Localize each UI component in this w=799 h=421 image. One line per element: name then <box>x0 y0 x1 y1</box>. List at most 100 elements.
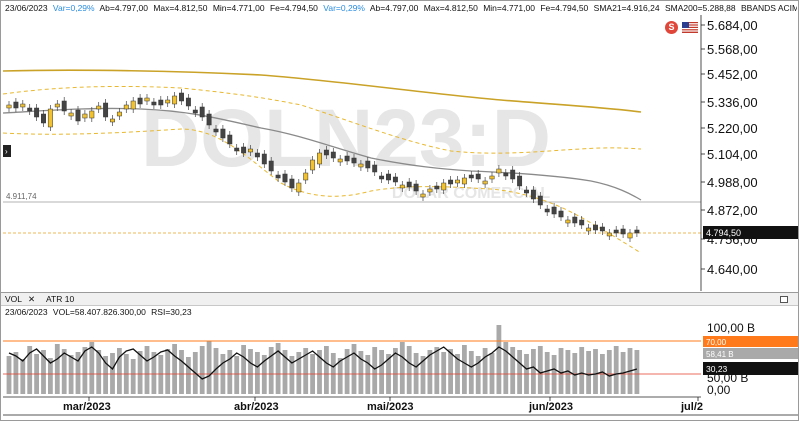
sma21-line <box>2 107 642 201</box>
quote-info-bar: 23/06/2023 Var=0,29% Ab=4.797,00 Max=4.8… <box>5 3 797 15</box>
info-date: 23/06/2023 <box>5 3 48 13</box>
volume-bar <box>586 351 591 394</box>
candle-body <box>220 128 226 139</box>
candle-body <box>475 173 481 180</box>
scroll-left-handle[interactable] <box>3 145 11 157</box>
volume-bar <box>579 347 585 394</box>
candle-body <box>365 160 371 169</box>
candle-body <box>572 216 578 224</box>
volume-bar <box>296 352 302 394</box>
volume-bar <box>213 348 219 394</box>
candle-body <box>399 184 405 189</box>
candles <box>6 89 640 242</box>
candle-body <box>254 152 260 158</box>
volume-bar <box>117 348 122 394</box>
volume-bar <box>275 343 281 394</box>
candle-body <box>413 183 419 192</box>
candle-body <box>330 151 336 159</box>
symbol-icons: S <box>665 20 705 36</box>
candle-body <box>34 107 40 118</box>
candle-body <box>530 189 536 200</box>
volume-bar <box>282 350 288 394</box>
candle-body <box>468 174 474 179</box>
s-badge-icon[interactable]: S <box>665 21 678 34</box>
sma200-path <box>2 69 642 113</box>
candle-body <box>323 149 329 156</box>
volume-bar <box>186 357 191 394</box>
volume-bar <box>593 349 598 394</box>
candle-body <box>61 100 67 112</box>
candle-body <box>248 148 253 153</box>
volume-bar <box>572 353 578 394</box>
price-tick-label: 5.104,00 <box>707 147 758 162</box>
volume-bar <box>613 346 619 394</box>
volume-bar <box>96 350 102 394</box>
candle-body <box>406 181 412 188</box>
volume-bar <box>434 347 440 394</box>
close-icon[interactable]: ✕ <box>28 294 36 304</box>
maximize-panel-icon[interactable] <box>780 296 788 303</box>
candle-body <box>593 224 598 231</box>
volume-bar <box>82 347 88 394</box>
candle-body <box>68 112 74 117</box>
candle-body <box>296 182 302 193</box>
candle-body <box>599 226 605 232</box>
candle-body <box>151 101 157 106</box>
candle-body <box>392 176 398 183</box>
candle-body <box>13 101 19 109</box>
volume-bar <box>41 350 46 394</box>
volume-bar <box>20 359 26 394</box>
us-flag-icon <box>682 22 698 33</box>
vol-value-label: 58,41 B <box>706 350 734 359</box>
volume-bar <box>317 350 322 394</box>
volume-bar <box>199 346 205 394</box>
volume-bar <box>165 349 171 394</box>
vol-axis-0: 0,00 <box>707 383 731 397</box>
vol-info-rsi: RSI=30,23 <box>151 307 192 317</box>
volume-bar <box>482 348 488 394</box>
candle-body <box>551 206 557 215</box>
info-close: Fe=4.794,50 <box>269 3 318 13</box>
volume-bar <box>151 352 157 394</box>
price-tick-label: 5.452,00 <box>707 67 758 82</box>
candle-body <box>524 189 529 194</box>
volume-bar <box>393 348 398 394</box>
time-label-mar: mar/2023 <box>63 401 111 413</box>
tab-vol[interactable]: VOL <box>5 294 23 304</box>
volume-bar <box>172 344 177 394</box>
info-sma21: SMA21=4.916,24 <box>593 3 660 13</box>
vol-info-value: VOL=58.407.826.300,00 <box>52 307 146 317</box>
candle-body <box>75 109 81 122</box>
watermark-symbol: DOLN23:D <box>141 93 551 184</box>
candle-body <box>634 229 640 234</box>
candle-body <box>461 177 467 185</box>
chevron-right-icon: › <box>5 147 8 156</box>
volume-bars <box>6 325 640 394</box>
info-open-2: Ab=4.797,00 <box>369 3 419 13</box>
volume-bar <box>248 349 253 394</box>
candle-body <box>537 195 543 206</box>
volume-bar <box>61 349 67 394</box>
candle-body <box>427 188 433 193</box>
candle-body <box>496 168 502 174</box>
volume-bar <box>68 355 74 394</box>
volume-bar <box>289 356 295 394</box>
volume-bar <box>337 358 343 394</box>
candle-body <box>227 134 233 145</box>
volume-info-bar: 23/06/2023 VOL=58.407.826.300,00 RSI=30,… <box>5 307 195 317</box>
tab-atr[interactable]: ATR 10 <box>46 294 75 304</box>
volume-bar <box>158 355 164 394</box>
candle-body <box>261 153 267 165</box>
candle-body <box>137 97 143 105</box>
volume-bar <box>103 356 108 394</box>
candle-body <box>116 111 122 117</box>
candle-body <box>206 113 212 126</box>
candle-body <box>358 163 364 168</box>
candle-body <box>47 108 53 128</box>
volume-bar <box>144 346 150 394</box>
candle-body <box>337 158 343 163</box>
volume-bar <box>351 344 357 394</box>
volume-bar <box>372 347 378 394</box>
price-tick-label: 5.336,00 <box>707 95 758 110</box>
